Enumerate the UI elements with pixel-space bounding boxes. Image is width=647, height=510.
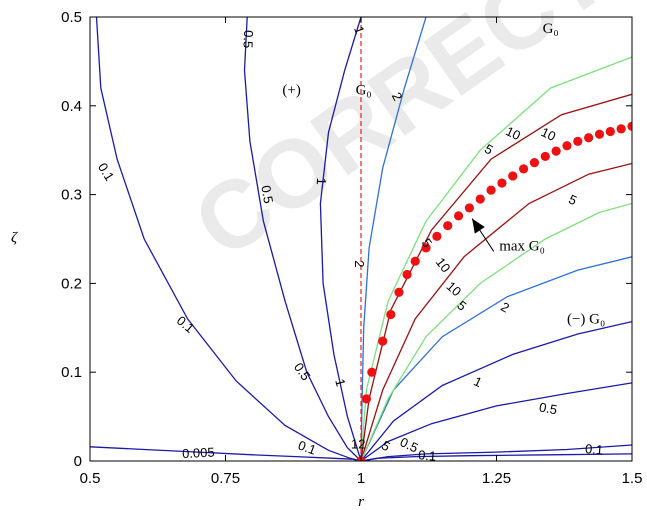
- max-g0-point: [367, 367, 377, 377]
- x-tick-label: 1.5: [622, 470, 643, 487]
- contour-line-0_5-4: [360, 382, 632, 461]
- max-g0-point: [486, 185, 496, 195]
- annotations: (+) G₀ G₀ max G₀ (−) G₀: [282, 21, 605, 327]
- y-tick-label: 0.1: [61, 364, 82, 381]
- contour-label: 2: [352, 260, 367, 267]
- contour-line-1-6: [360, 320, 632, 461]
- contour-label: 0.1: [418, 447, 437, 464]
- max-g0-point: [410, 256, 420, 266]
- y-tick-label: 0.5: [61, 9, 82, 26]
- contour-line-0_1-1: [95, 17, 362, 461]
- annotation-plus: (+): [282, 82, 300, 98]
- contour-label: 0.5: [398, 434, 421, 455]
- max-g0-dots: [356, 121, 632, 461]
- contour-label: 0.1: [174, 313, 197, 336]
- max-g0-point: [616, 124, 626, 134]
- contour-label: 10: [433, 255, 454, 276]
- x-tick-label: 1.25: [482, 470, 511, 487]
- annotation-g0-right: G₀: [543, 21, 559, 37]
- max-g0-point: [573, 136, 583, 146]
- x-axis-title: r: [358, 494, 364, 510]
- contour-label: 5: [379, 438, 393, 455]
- contour-label: 0.5: [258, 184, 276, 204]
- contour-label: 1: [314, 177, 329, 185]
- contour-line-10-11: [360, 162, 632, 461]
- max-g0-point: [594, 129, 605, 139]
- x-tick-label: 1: [357, 470, 365, 487]
- contour-lines: [90, 17, 632, 461]
- contour-label: 0.1: [95, 160, 117, 183]
- annotation-max-g0: max G₀: [499, 239, 545, 255]
- max-g0-point: [464, 203, 474, 213]
- contour-line-5-12: [360, 202, 632, 461]
- contour-line-1-5: [319, 17, 362, 461]
- max-g0-point: [421, 243, 431, 253]
- x-tick-label: 0.5: [80, 470, 101, 487]
- contour-line-2-8: [360, 256, 632, 461]
- max-g0-point: [497, 178, 507, 188]
- max-g0-point: [551, 146, 561, 156]
- max-g0-point: [394, 287, 404, 297]
- max-g0-point: [475, 194, 485, 204]
- y-tick-label: 0: [74, 453, 82, 470]
- contour-line-0_1-2: [360, 444, 632, 461]
- max-g0-point: [453, 211, 464, 221]
- max-g0-point: [529, 158, 540, 168]
- y-axis-title: ζ: [11, 230, 18, 246]
- contour-label: 0.5: [240, 30, 256, 49]
- contour-label: 5: [454, 298, 469, 314]
- max-g0-point: [386, 309, 396, 320]
- contour-label: 1: [332, 377, 348, 388]
- max-g0-point: [605, 126, 615, 137]
- max-g0-point: [540, 151, 550, 162]
- y-tick-label: 0.2: [61, 275, 82, 292]
- max-g0-point: [432, 231, 442, 241]
- annotation-g0-top: G₀: [356, 82, 372, 98]
- contour-label: 0.005: [182, 444, 215, 461]
- y-tick-label: 0.4: [61, 98, 82, 115]
- max-g0-point: [627, 121, 632, 131]
- max-g0-point: [443, 221, 453, 231]
- contour-label: 1: [472, 374, 485, 391]
- contour-label: 5: [482, 141, 496, 158]
- max-g0-point: [361, 394, 372, 404]
- contour-label: 12: [351, 436, 365, 451]
- contour-label: 10: [443, 278, 464, 299]
- contour-line-5-9: [360, 56, 632, 461]
- max-g0-arrow-head: [472, 218, 485, 234]
- contour-label: 5: [566, 192, 579, 209]
- axis-ticks: 0.5 0.75 1 1.25 1.5 0 0.1 0.2 0.3 0.4 0.5: [61, 9, 642, 487]
- max-g0-point: [378, 336, 388, 346]
- y-tick-label: 0.3: [61, 187, 82, 204]
- contour-label: 0.1: [584, 441, 603, 458]
- max-g0-point: [562, 141, 572, 151]
- max-g0-point: [584, 133, 594, 143]
- max-g0-point: [508, 171, 518, 181]
- plot-area: [90, 17, 632, 461]
- x-tick-label: 0.75: [211, 470, 240, 487]
- contour-label: 0.5: [538, 399, 558, 417]
- contour-label: 10: [539, 124, 558, 144]
- contour-line-0_5-3: [243, 17, 362, 461]
- max-g0-point: [519, 164, 529, 174]
- annotation-minus-g0: (−) G₀: [567, 311, 605, 327]
- contour-label: 1: [351, 24, 368, 36]
- contour-label: 10: [503, 123, 522, 143]
- max-g0-point: [402, 269, 412, 280]
- contour-label: 0.1: [296, 437, 318, 457]
